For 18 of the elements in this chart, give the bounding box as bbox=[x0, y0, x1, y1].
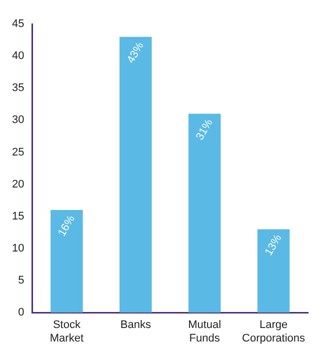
y-tick-label: 30 bbox=[12, 114, 24, 126]
y-tick-label: 25 bbox=[12, 146, 24, 158]
x-tick-label: Large Corporations bbox=[242, 319, 306, 344]
x-tick-label: Mutual Funds bbox=[188, 319, 222, 344]
y-tick-label: 20 bbox=[12, 178, 24, 190]
x-tick-label: Banks bbox=[120, 319, 152, 332]
bar bbox=[50, 210, 83, 313]
bar bbox=[257, 229, 290, 313]
y-tick-label: 0 bbox=[18, 306, 24, 319]
y-tick-label: 40 bbox=[12, 50, 24, 62]
y-tick-label: 5 bbox=[18, 274, 24, 287]
bar bbox=[188, 114, 221, 313]
bar bbox=[120, 36, 152, 313]
y-tick-label: 35 bbox=[12, 82, 24, 94]
x-tick-label: Stock Market bbox=[50, 319, 84, 344]
y-tick-label: 10 bbox=[12, 242, 24, 254]
y-tick-label: 45 bbox=[12, 18, 24, 30]
y-tick-label: 15 bbox=[12, 210, 24, 222]
